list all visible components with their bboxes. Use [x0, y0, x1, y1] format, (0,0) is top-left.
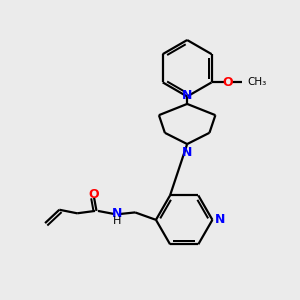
- Text: N: N: [215, 213, 225, 226]
- Text: CH₃: CH₃: [247, 77, 266, 87]
- Text: N: N: [112, 207, 122, 220]
- Text: N: N: [182, 88, 192, 102]
- Text: O: O: [223, 76, 233, 89]
- Text: O: O: [89, 188, 99, 201]
- Text: H: H: [112, 216, 121, 226]
- Text: N: N: [182, 146, 192, 159]
